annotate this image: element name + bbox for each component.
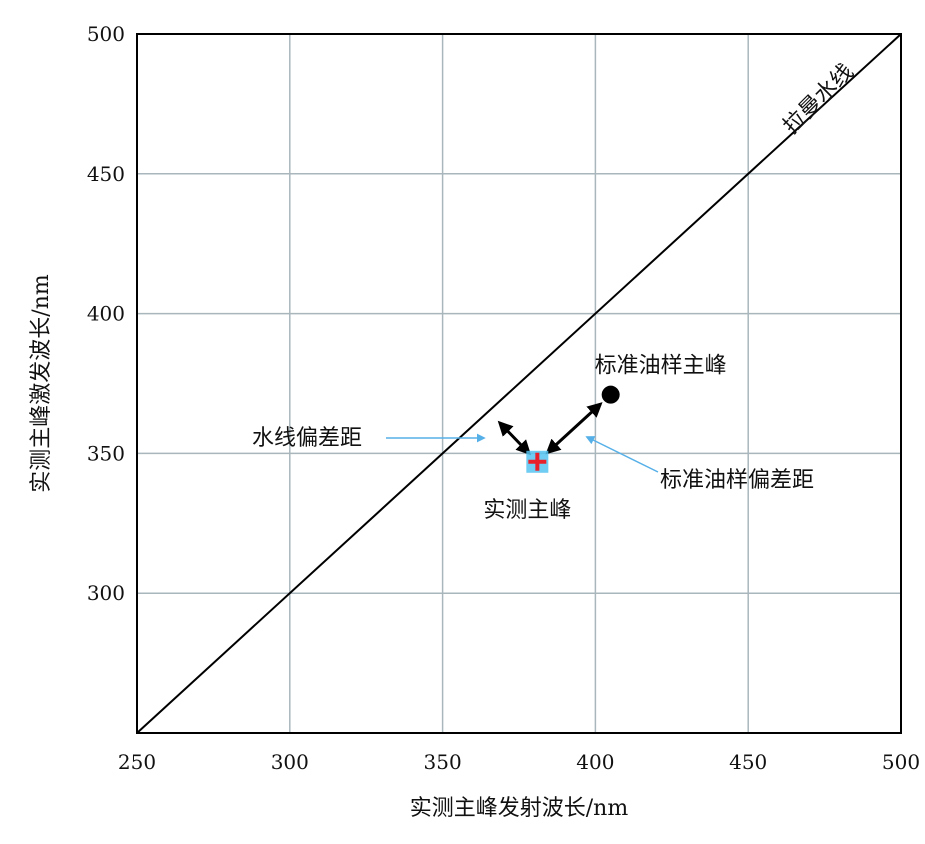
x-tick-label: 400 — [576, 750, 614, 774]
y-tick-label: 450 — [87, 162, 125, 186]
y-tick-label: 400 — [87, 302, 125, 326]
water-distance-arrow — [497, 420, 532, 456]
y-tick-label: 300 — [87, 581, 125, 605]
plot-frame — [136, 33, 902, 734]
measured-peak-marker — [528, 452, 547, 471]
raman-line-label: 拉曼水线 — [779, 59, 859, 139]
data-points: 实测主峰 标准油样主峰 — [483, 354, 726, 523]
water-deviation-label: 水线偏差距 — [252, 426, 362, 451]
x-tick-label: 500 — [882, 750, 920, 774]
y-tick-label: 500 — [87, 22, 125, 46]
x-tick-label: 250 — [118, 750, 156, 774]
distance-arrows — [497, 402, 603, 456]
y-axis-title: 实测主峰激发波长/nm — [29, 274, 54, 493]
raman-water-line — [136, 33, 902, 734]
y-axis-ticks: 300 350 400 450 500 — [87, 22, 125, 605]
x-tick-label: 450 — [729, 750, 767, 774]
y-tick-label: 350 — [87, 441, 125, 465]
standard-peak-label: 标准油样主峰 — [595, 354, 727, 379]
standard-distance-arrow — [545, 402, 603, 455]
standard-peak-marker — [601, 385, 620, 404]
x-axis-title: 实测主峰发射波长/nm — [410, 796, 629, 821]
measured-peak-label: 实测主峰 — [483, 498, 571, 523]
x-axis-ticks: 250 300 350 400 450 500 — [118, 750, 920, 774]
x-tick-label: 300 — [271, 750, 309, 774]
x-tick-label: 350 — [424, 750, 462, 774]
standard-deviation-pointer — [585, 436, 659, 473]
standard-deviation-label: 标准油样偏差距 — [660, 468, 814, 493]
